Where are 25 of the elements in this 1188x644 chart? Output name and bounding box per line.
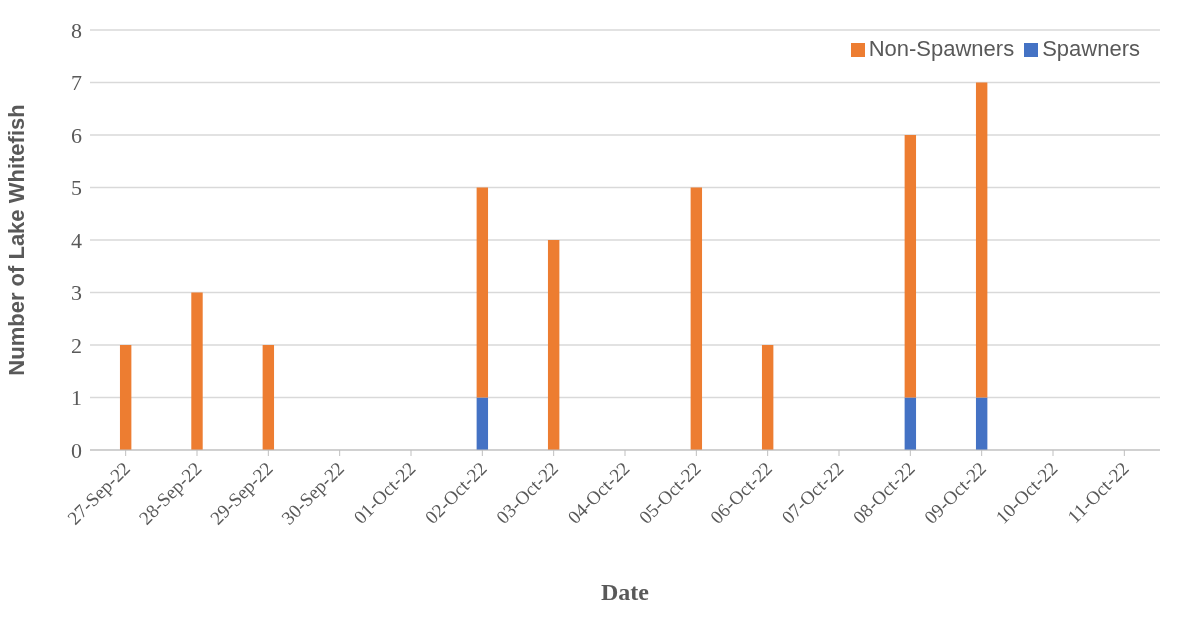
y-tick-label: 3 <box>71 280 82 306</box>
bar <box>476 397 489 450</box>
bar <box>690 187 703 450</box>
y-axis-title: Number of Lake Whitefish <box>3 104 29 376</box>
y-tick-label: 4 <box>71 227 82 253</box>
bar <box>476 187 489 398</box>
legend-label: Non-Spawners <box>868 36 1015 61</box>
y-tick-label: 6 <box>71 122 82 148</box>
y-tick-label: 2 <box>71 332 82 358</box>
y-tick-label: 0 <box>71 437 82 463</box>
legend-label: Spawners <box>1042 36 1140 61</box>
bar <box>191 292 203 450</box>
y-tick-label: 8 <box>71 17 82 43</box>
bar <box>904 397 917 450</box>
bar <box>761 345 774 450</box>
bar <box>904 135 917 398</box>
bar <box>119 345 132 450</box>
bar <box>262 345 275 450</box>
bar <box>547 240 560 450</box>
y-tick-label: 1 <box>71 385 82 411</box>
y-tick-label: 7 <box>71 70 82 96</box>
bar <box>975 397 988 450</box>
y-tick-label: 5 <box>71 175 82 201</box>
x-axis-title: Date <box>601 579 650 605</box>
bar <box>975 82 988 398</box>
